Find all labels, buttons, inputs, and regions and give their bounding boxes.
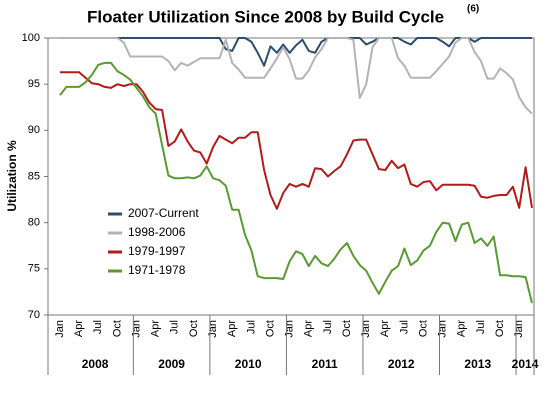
x-tick-label: Jul: [245, 320, 257, 334]
series-line: [60, 71, 533, 210]
y-tick-label: 75: [28, 263, 40, 275]
x-tick-label: Apr: [379, 320, 391, 337]
x-tick-label: Jan: [130, 320, 142, 338]
plot-frame: [47, 37, 535, 316]
year-label: 2011: [312, 357, 338, 371]
legend-label: 1971-1978: [128, 263, 186, 277]
series-line: [59, 61, 533, 304]
legend-label: 2007-Current: [128, 206, 199, 220]
series-line: [60, 37, 533, 115]
y-tick-label: 95: [28, 78, 40, 90]
year-label: 2014: [512, 357, 539, 371]
x-tick-label: Oct: [111, 320, 123, 337]
x-tick-label: Apr: [73, 320, 85, 337]
y-tick-label: 80: [28, 217, 40, 229]
x-tick-label: Apr: [226, 320, 238, 337]
y-tick-label: 90: [28, 124, 40, 136]
x-tick-label: Jul: [322, 320, 334, 334]
y-tick-label: 70: [28, 309, 40, 321]
x-tick-label: Oct: [341, 320, 353, 337]
x-tick-label: Apr: [150, 320, 162, 337]
x-tick-label: Oct: [188, 320, 200, 337]
x-tick-label: Apr: [456, 320, 468, 337]
x-tick-label: Jul: [475, 320, 487, 334]
title-note: (6): [467, 4, 479, 15]
x-tick-label: Oct: [264, 320, 276, 337]
x-tick-label: Jan: [207, 320, 219, 338]
year-label: 2013: [464, 357, 491, 371]
x-tick-label: Apr: [303, 320, 315, 337]
x-tick-label: Jan: [437, 320, 449, 338]
year-label: 2009: [158, 357, 185, 371]
y-axis-label: Utilization %: [5, 140, 19, 212]
x-tick-label: Jan: [54, 320, 66, 338]
year-label: 2008: [82, 357, 109, 371]
y-tick-label: 100: [22, 32, 40, 44]
x-tick-label: Jan: [284, 320, 296, 338]
x-tick-label: Jul: [92, 320, 104, 334]
x-tick-label: Oct: [417, 320, 429, 337]
chart-title: Floater Utilization Since 2008 by Build …: [87, 7, 444, 26]
legend-label: 1998-2006: [128, 225, 186, 239]
year-label: 2010: [235, 357, 262, 371]
legend-label: 1979-1997: [128, 244, 186, 258]
x-tick-label: Jan: [513, 320, 525, 338]
year-label: 2012: [388, 357, 415, 371]
x-tick-label: Oct: [494, 320, 506, 337]
x-tick-label: Jan: [360, 320, 372, 338]
x-tick-label: Jul: [398, 320, 410, 334]
x-tick-label: Jul: [169, 320, 181, 334]
y-tick-label: 85: [28, 170, 40, 182]
series-line: [60, 37, 532, 67]
